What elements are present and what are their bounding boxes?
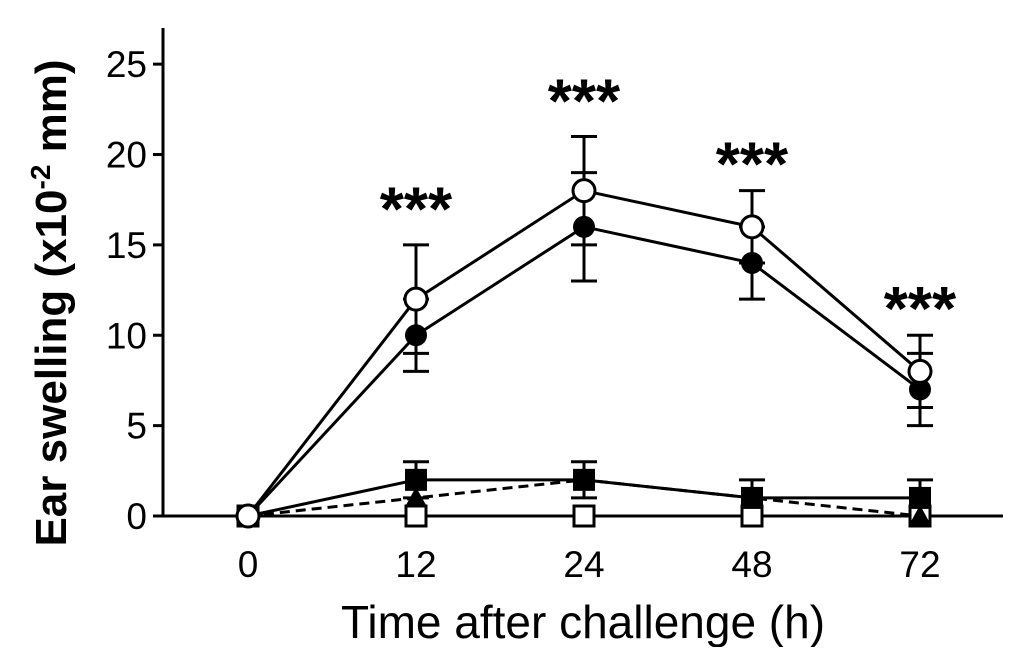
x-tick-label: 48	[731, 544, 772, 585]
x-tick-label: 12	[395, 544, 436, 585]
data-point-filled-square	[405, 468, 427, 491]
axes: 0 5 10 15 20 25 0 12 24 48 72	[106, 28, 1003, 585]
data-point-open-circle	[235, 503, 261, 529]
y-tick-label: 5	[126, 406, 147, 447]
annotations: *** *** *** ***	[380, 67, 957, 344]
y-tick-label: 20	[106, 135, 147, 176]
significance-label: ***	[380, 176, 453, 245]
data-point-triangle	[405, 486, 427, 507]
data-point-open-circle	[571, 178, 597, 204]
data-point-open-circle	[739, 214, 765, 240]
data-point-filled-circle	[573, 215, 595, 238]
data-point-open-square	[572, 504, 596, 528]
y-axis-title-sup: -2	[25, 165, 56, 190]
y-tick-label: 10	[106, 315, 147, 356]
series-group	[235, 134, 933, 529]
y-tick-label: 25	[106, 44, 147, 85]
significance-label: ***	[884, 275, 957, 344]
data-point-filled-square	[573, 468, 595, 491]
data-point-filled-circle	[405, 324, 427, 347]
x-tick-label: 72	[899, 544, 940, 585]
significance-label: ***	[716, 131, 789, 200]
data-point-filled-circle	[909, 378, 931, 401]
y-tick-label: 0	[126, 496, 147, 537]
data-point-filled-square	[909, 486, 931, 509]
data-point-open-square	[404, 504, 428, 528]
data-point-open-circle	[403, 286, 429, 312]
x-axis-title: Time after challenge (h)	[341, 596, 825, 647]
y-tick-label: 15	[106, 225, 147, 266]
data-point-filled-circle	[741, 251, 763, 274]
data-point-filled-square	[741, 486, 763, 509]
x-tick-label: 0	[238, 544, 259, 585]
data-point-triangle	[909, 505, 931, 525]
x-tick-label: 24	[563, 544, 604, 585]
data-point-open-circle	[907, 358, 933, 384]
y-axis-title-prefix: Ear swelling (x10	[27, 189, 76, 546]
y-axis-title-suffix: mm)	[27, 59, 76, 164]
y-axis-title: Ear swelling (x10-2 mm)	[25, 59, 76, 546]
data-point-open-square	[740, 504, 764, 528]
significance-label: ***	[548, 67, 621, 136]
